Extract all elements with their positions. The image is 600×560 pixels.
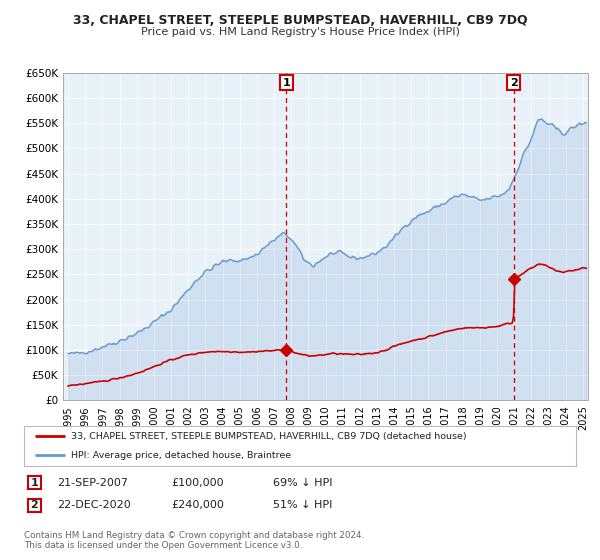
Text: 1: 1 — [31, 478, 38, 488]
Text: Contains HM Land Registry data © Crown copyright and database right 2024.
This d: Contains HM Land Registry data © Crown c… — [24, 531, 364, 550]
Text: HPI: Average price, detached house, Braintree: HPI: Average price, detached house, Brai… — [71, 451, 291, 460]
Text: £240,000: £240,000 — [171, 500, 224, 510]
Text: Price paid vs. HM Land Registry's House Price Index (HPI): Price paid vs. HM Land Registry's House … — [140, 27, 460, 37]
Text: 2: 2 — [31, 500, 38, 510]
Text: 51% ↓ HPI: 51% ↓ HPI — [273, 500, 332, 510]
Text: 1: 1 — [283, 78, 290, 87]
Text: 33, CHAPEL STREET, STEEPLE BUMPSTEAD, HAVERHILL, CB9 7DQ (detached house): 33, CHAPEL STREET, STEEPLE BUMPSTEAD, HA… — [71, 432, 467, 441]
Text: 33, CHAPEL STREET, STEEPLE BUMPSTEAD, HAVERHILL, CB9 7DQ: 33, CHAPEL STREET, STEEPLE BUMPSTEAD, HA… — [73, 14, 527, 27]
Text: 69% ↓ HPI: 69% ↓ HPI — [273, 478, 332, 488]
Text: £100,000: £100,000 — [171, 478, 224, 488]
Text: 21-SEP-2007: 21-SEP-2007 — [57, 478, 128, 488]
Text: 2: 2 — [510, 78, 518, 87]
Text: 22-DEC-2020: 22-DEC-2020 — [57, 500, 131, 510]
